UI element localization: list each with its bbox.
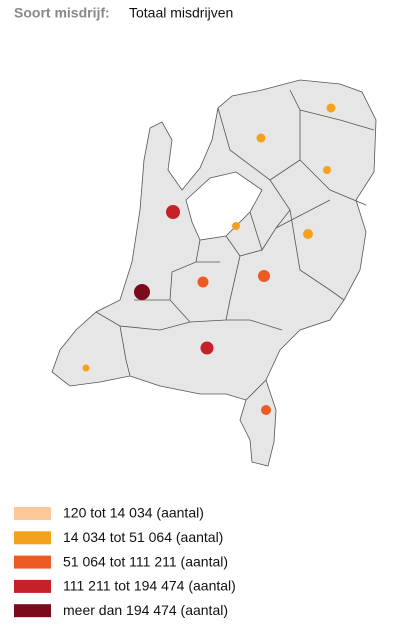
legend-swatch xyxy=(14,531,51,545)
legend-swatch xyxy=(14,507,51,520)
legend-label: meer dan 194 474 (aantal) xyxy=(63,602,228,618)
dot xyxy=(166,205,180,219)
legend: 120 tot 14 034 (aantal) 14 034 tot 51 064… xyxy=(14,505,236,618)
province-dots xyxy=(82,103,336,415)
legend-label: 51 064 tot 111 211 (aantal) xyxy=(63,553,228,569)
province-borders xyxy=(95,89,375,401)
filter-label: Soort misdrijf: xyxy=(14,5,110,21)
dot xyxy=(323,166,331,174)
dot xyxy=(82,364,90,372)
legend-label: 14 034 tot 51 064 (aantal) xyxy=(63,529,223,545)
dot xyxy=(134,284,150,300)
legend-label: 111 211 tot 194 474 (aantal) xyxy=(63,578,236,594)
dot xyxy=(200,341,214,355)
legend-swatch xyxy=(14,604,51,618)
legend-swatch xyxy=(14,555,51,569)
dot xyxy=(303,229,313,239)
country-outline xyxy=(51,79,377,467)
dot xyxy=(258,270,270,282)
dot xyxy=(261,405,271,415)
dot xyxy=(197,276,209,288)
dot xyxy=(326,103,336,113)
filter-value: Totaal misdrijven xyxy=(129,5,233,21)
dot xyxy=(256,133,266,143)
legend-label: 120 tot 14 034 (aantal) xyxy=(63,505,204,521)
legend-swatch xyxy=(14,579,51,593)
dot xyxy=(232,222,240,230)
map xyxy=(51,79,377,467)
